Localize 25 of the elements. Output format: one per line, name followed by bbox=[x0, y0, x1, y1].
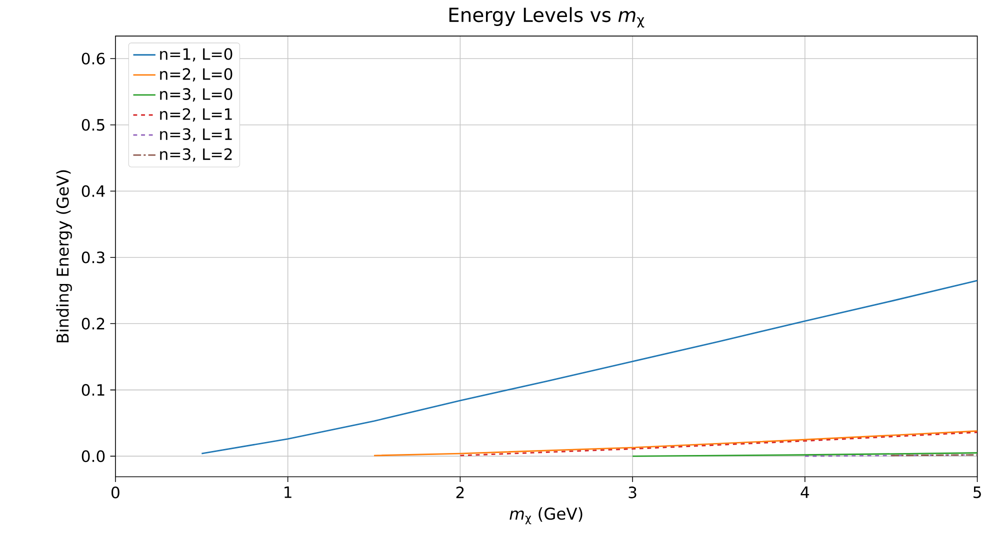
legend-label: n=3, L=2 bbox=[160, 148, 232, 162]
y-tick-label: 0.6 bbox=[82, 52, 105, 65]
y-tick-label: 0.3 bbox=[82, 252, 104, 264]
x-tick-label: 5 bbox=[974, 486, 981, 498]
x-tick-label: 2 bbox=[456, 486, 464, 498]
y-tick-label: 0.5 bbox=[82, 119, 104, 131]
x-tick-label: 4 bbox=[800, 486, 810, 498]
line-series bbox=[200, 280, 978, 454]
legend-label: n=2, L=1 bbox=[160, 108, 232, 122]
chart-title: Energy Levels vs m$_{χ}$ bbox=[449, 7, 644, 28]
legend-label: n=2, L=0 bbox=[160, 68, 232, 82]
y-axis-title: Binding Energy (GeV) bbox=[56, 170, 72, 342]
line-series bbox=[373, 430, 978, 456]
x-axis-title: m$_{χ}$ (GeV) bbox=[510, 507, 582, 524]
x-tick-label: 0 bbox=[112, 486, 120, 498]
y-tick-label: 0.4 bbox=[82, 185, 105, 198]
x-tick-label: 1 bbox=[284, 486, 292, 498]
legend-label: n=3, L=0 bbox=[160, 88, 232, 102]
y-tick-label: 0.2 bbox=[82, 318, 104, 330]
line-series bbox=[459, 432, 978, 456]
y-tick-label: 0.1 bbox=[82, 384, 104, 396]
y-tick-label: 0.0 bbox=[82, 450, 105, 462]
legend-label: n=3, L=1 bbox=[160, 128, 232, 142]
x-tick-label: 3 bbox=[628, 486, 636, 498]
legend-label: n=1, L=0 bbox=[160, 48, 232, 62]
